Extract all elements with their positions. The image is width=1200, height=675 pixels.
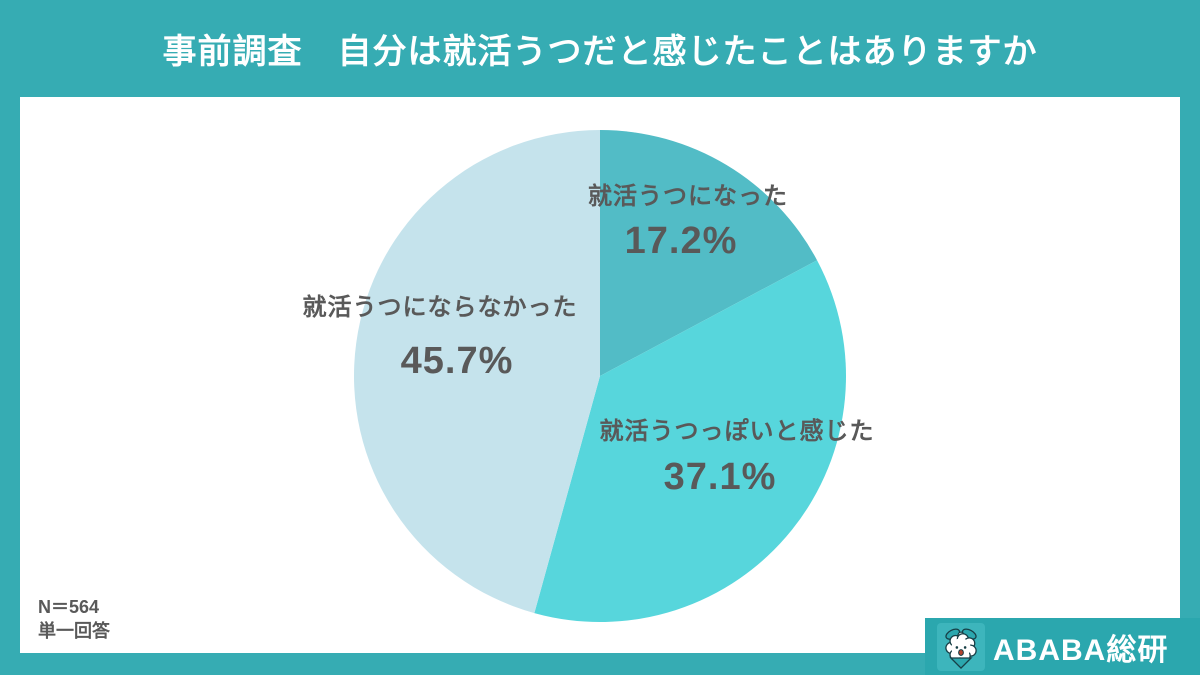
slice-value-2: 37.1% (663, 456, 777, 498)
alpaca-mascot-icon (937, 622, 985, 671)
pie-slice (600, 130, 818, 376)
survey-footnote: N＝564 単一回答 (38, 595, 110, 644)
pie-slice (354, 130, 600, 614)
brand-name: ABABA総研 (993, 633, 1169, 667)
pie-chart (354, 130, 846, 622)
slice-label-3: 就活うつにならなかった (302, 294, 578, 321)
page-title: 事前調査 自分は就活うつだと感じたことはありますか (162, 33, 1038, 71)
slice-value-1: 17.2% (624, 220, 738, 262)
slice-label-2: 就活うつっぽいと感じた (599, 418, 875, 445)
answer-method: 単一回答 (38, 621, 110, 642)
slice-value-3: 45.7% (400, 340, 514, 382)
pie-slice (534, 260, 846, 622)
brand-badge: ABABA総研 (925, 618, 1200, 675)
sample-size: N＝564 (38, 597, 100, 617)
slice-label-1: 就活うつになった (588, 183, 788, 210)
